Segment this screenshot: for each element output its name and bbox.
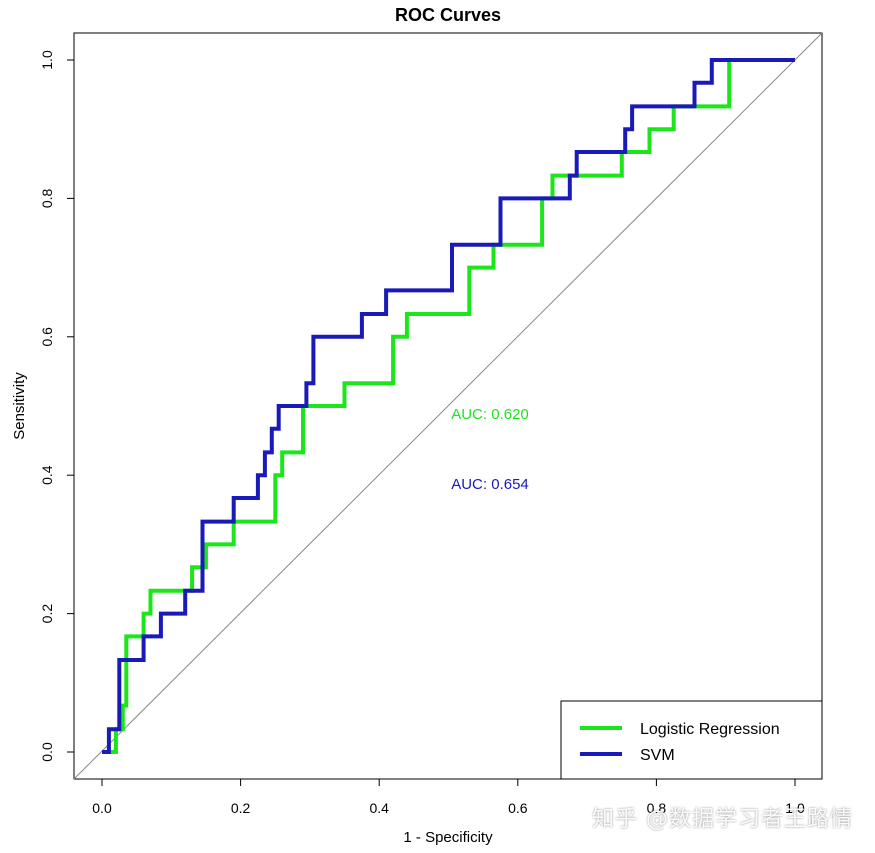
reference-diagonal-line [73,32,823,780]
x-tick-label: 0.4 [369,800,389,816]
x-tick-label: 0.2 [231,800,251,816]
y-axis-title: Sensitivity [11,372,28,440]
x-tick-label: 0.6 [508,800,528,816]
series-line-logistic-regression [102,58,795,754]
legend-label-svm: SVM [640,747,675,764]
x-axis: 0.0 0.2 0.4 0.6 0.8 1.0 [92,779,805,816]
y-tick-label: 0.6 [39,327,55,347]
x-tick-label: 0.8 [647,800,667,816]
x-axis-title: 1 - Specificity [403,829,493,846]
y-axis: 0.0 0.2 0.4 0.6 0.8 1.0 [39,50,74,762]
legend-box [560,700,823,780]
y-tick-label: 0.0 [39,742,55,762]
plot-frame [73,32,823,780]
legend: Logistic Regression SVM [560,700,823,780]
y-tick-label: 0.8 [39,188,55,208]
y-tick-label: 0.2 [39,604,55,624]
y-tick-label: 0.4 [39,465,55,485]
x-tick-label: 0.0 [92,800,112,816]
chart-title: ROC Curves [395,5,501,25]
series-line-svm [102,58,795,754]
watermark: 知乎 @数据学习者王路情 [592,807,853,832]
auc-label-logistic-regression: AUC: 0.620 [451,406,529,423]
auc-label-svm: AUC: 0.654 [451,476,529,493]
x-tick-label: 1.0 [785,800,805,816]
y-tick-label: 1.0 [39,50,55,70]
legend-label-logistic-regression: Logistic Regression [640,721,780,738]
